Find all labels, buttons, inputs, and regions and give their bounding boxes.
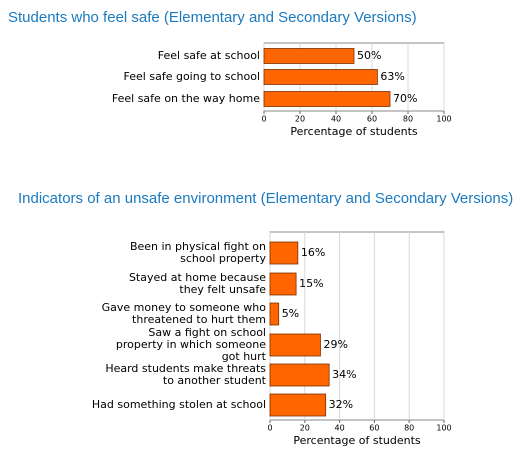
- x-tick-label: 80: [404, 424, 414, 433]
- category-label: school property: [180, 252, 266, 265]
- category-label: Saw a fight on school: [148, 326, 266, 339]
- bar: [269, 393, 327, 417]
- value-label: 32%: [329, 398, 353, 411]
- value-label: 16%: [301, 246, 325, 259]
- x-axis-label: Percentage of students: [293, 434, 421, 447]
- value-label: 50%: [357, 49, 381, 62]
- category-label: they felt unsafe: [179, 283, 266, 296]
- value-label: 70%: [393, 92, 417, 105]
- category-label: threatened to hurt them: [132, 313, 266, 326]
- x-tick-label: 100: [436, 424, 451, 433]
- x-axis-label: Percentage of students: [290, 125, 418, 138]
- category-label: Heard students make threats: [105, 362, 266, 375]
- category-label: Stayed at home because: [129, 271, 266, 284]
- value-label: 29%: [323, 338, 347, 351]
- x-tick-label: 0: [267, 424, 272, 433]
- x-tick-label: 20: [300, 424, 310, 433]
- value-label: 15%: [299, 277, 323, 290]
- bar: [269, 241, 299, 265]
- category-label: Been in physical fight on: [130, 240, 266, 253]
- x-tick-label: 60: [367, 115, 377, 124]
- bar: [269, 302, 280, 326]
- category-label: Feel safe at school: [158, 49, 260, 62]
- category-label: Gave money to someone who: [102, 301, 267, 314]
- category-label: got hurt: [222, 350, 267, 363]
- category-label: Feel safe on the way home: [112, 92, 260, 105]
- x-tick-label: 80: [403, 115, 413, 124]
- value-label: 5%: [282, 307, 299, 320]
- x-tick-label: 20: [295, 115, 305, 124]
- category-label: to another student: [163, 374, 267, 387]
- chart-title: Students who feel safe (Elementary and S…: [8, 9, 417, 26]
- x-tick-label: 40: [335, 424, 345, 433]
- bar: [269, 333, 321, 357]
- bar: [263, 48, 355, 64]
- bar: [263, 91, 391, 107]
- value-label: 63%: [380, 70, 404, 83]
- category-label: Had something stolen at school: [92, 398, 266, 411]
- bar: [263, 69, 378, 85]
- x-tick-label: 0: [261, 115, 266, 124]
- chart-title: Indicators of an unsafe environment (Ele…: [18, 190, 513, 207]
- bar: [269, 363, 330, 387]
- x-tick-label: 60: [369, 424, 379, 433]
- value-label: 34%: [332, 368, 356, 381]
- x-tick-label: 40: [331, 115, 341, 124]
- category-label: Feel safe going to school: [124, 70, 260, 83]
- bar: [269, 272, 297, 296]
- x-tick-label: 100: [436, 115, 451, 124]
- category-label: property in which someone: [116, 338, 266, 351]
